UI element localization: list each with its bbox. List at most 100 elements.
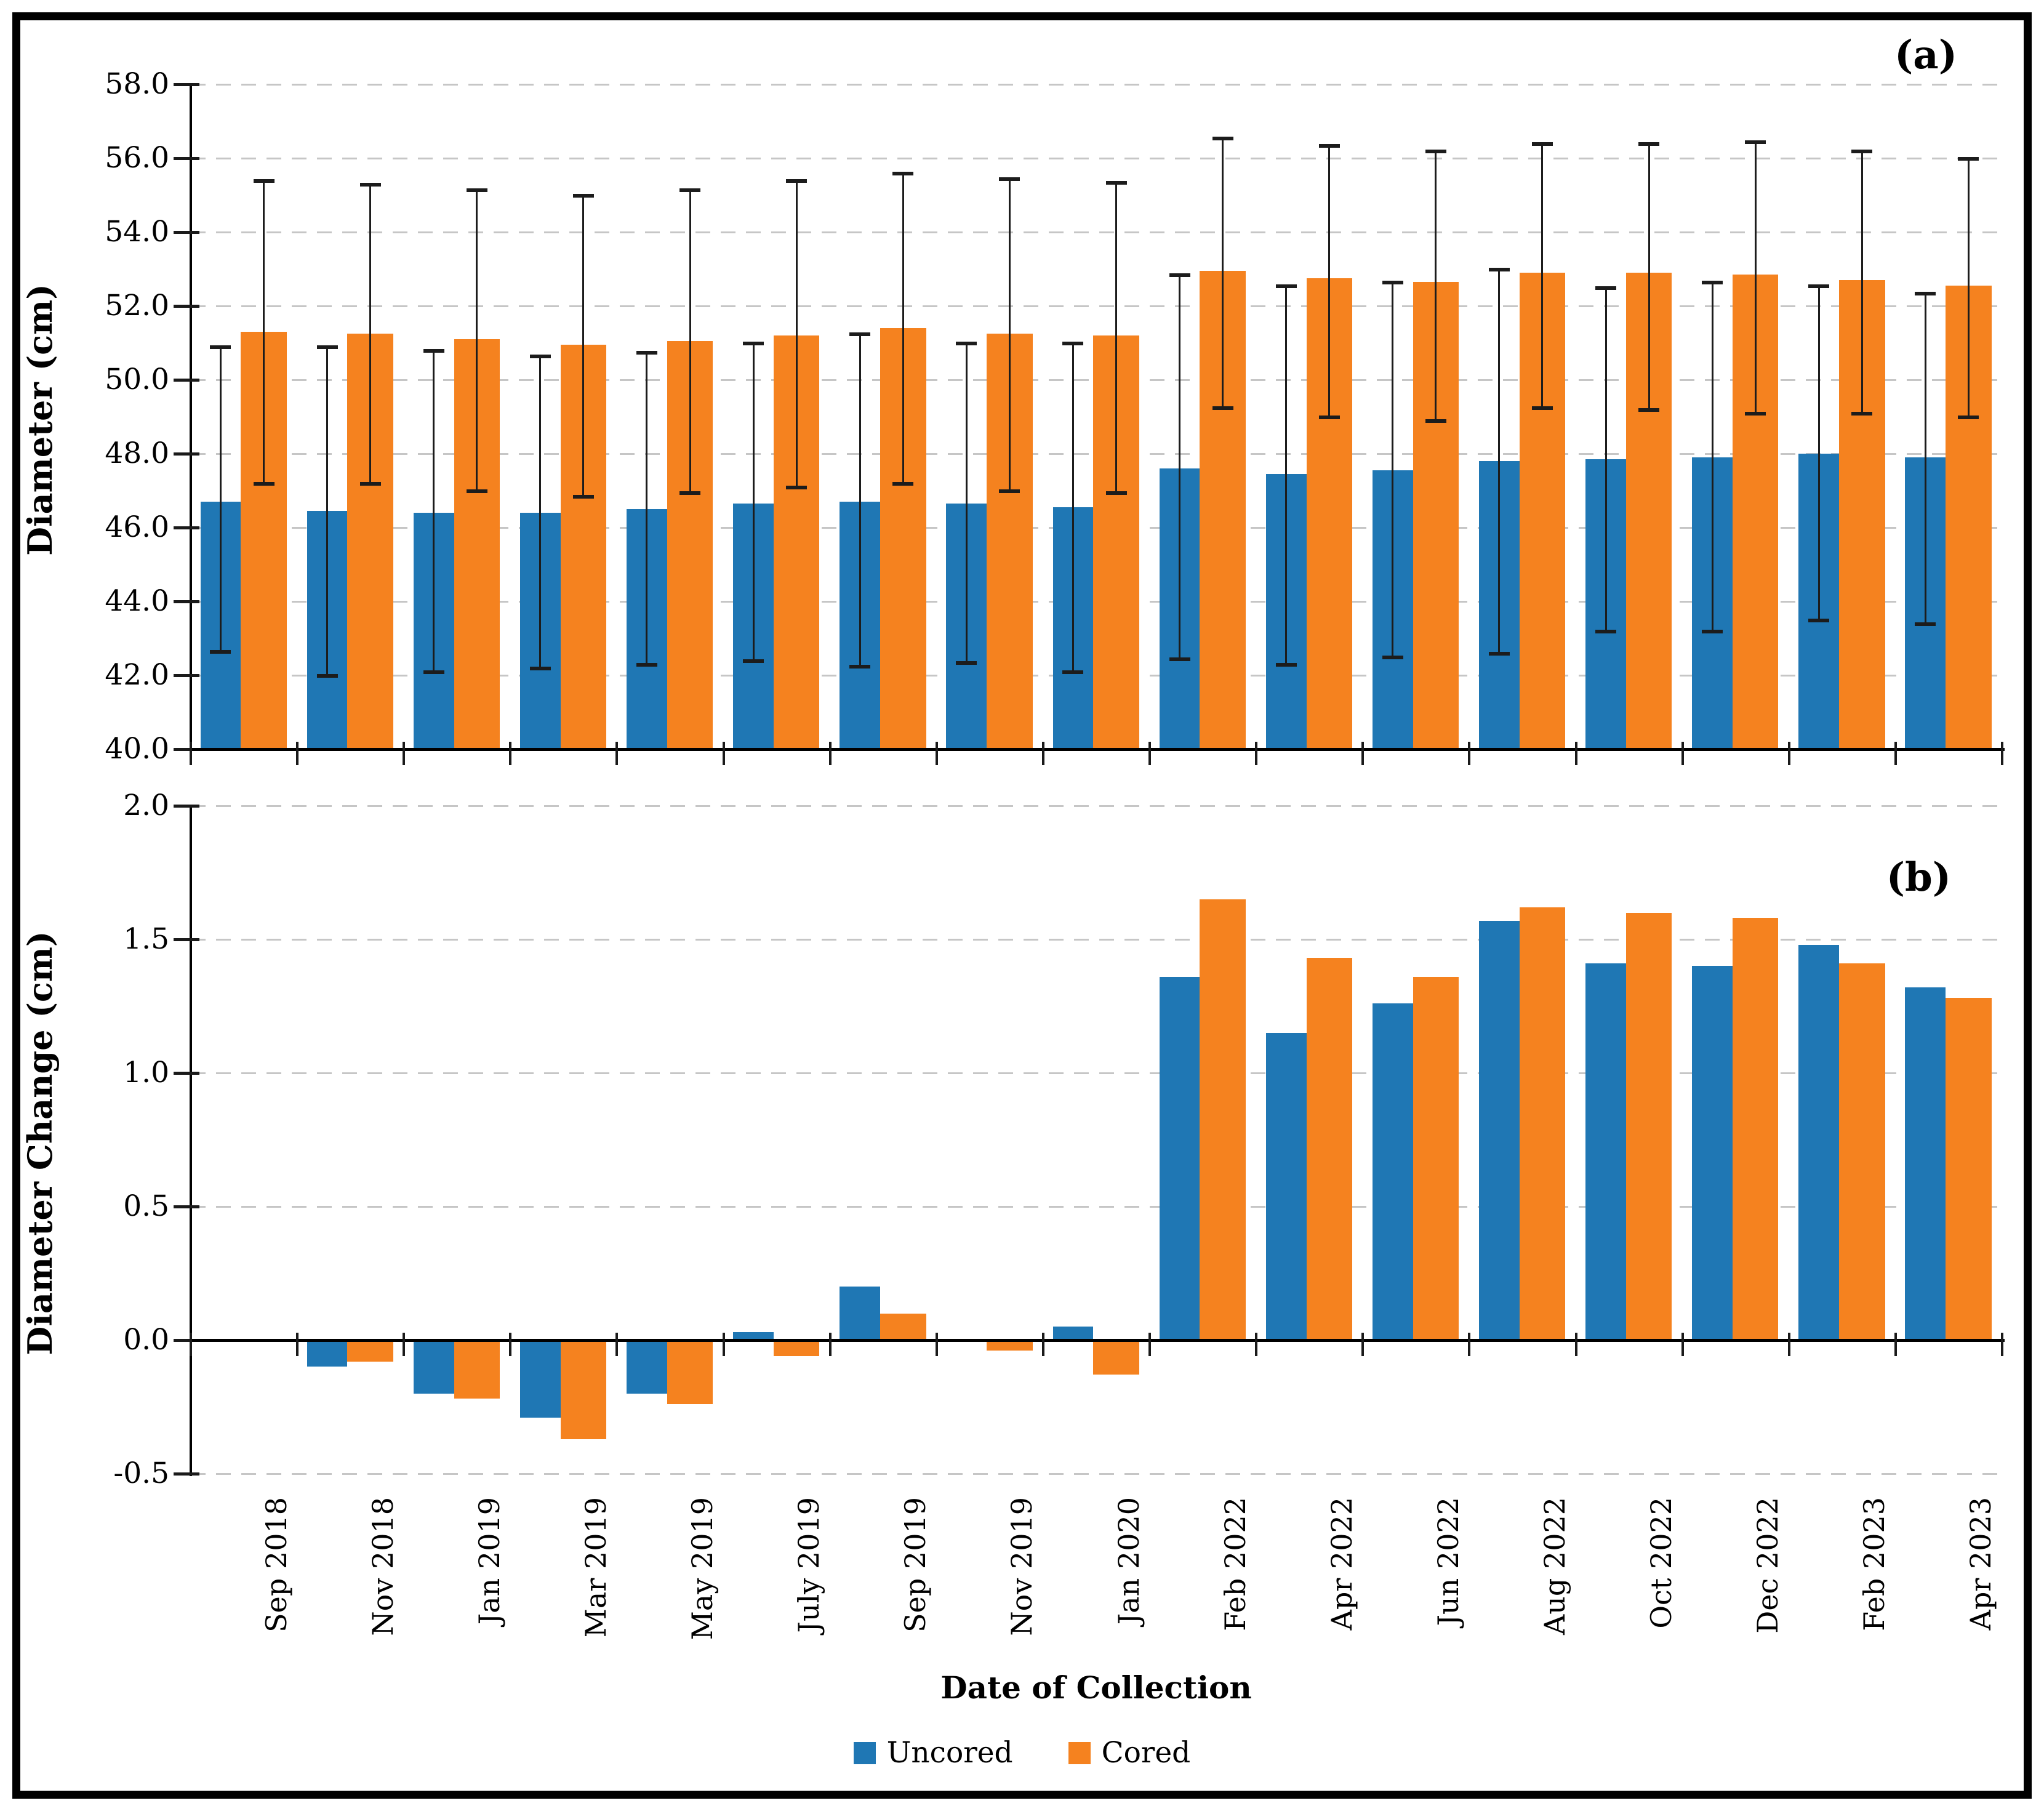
bar-uncored-apr-2022 (1265, 1032, 1307, 1340)
bar-cored-jan-2019 (454, 1340, 500, 1399)
gridline-2 (191, 805, 2002, 807)
bar-uncored-dec-2022 (1692, 966, 1733, 1340)
x-tick-10 (1255, 742, 1258, 765)
x-tick-13 (1574, 742, 1577, 765)
x-tick-label-july-2019: July 2019 (792, 1497, 826, 1633)
bar-uncored-mar-2019 (519, 1340, 561, 1418)
error-bar-uncored-apr-2023 (1924, 293, 1926, 624)
y-tick-label-44: 44.0 (105, 584, 169, 618)
error-bar-uncored-feb-2022 (1179, 275, 1181, 659)
error-bar-cored-sep-2018 (263, 180, 265, 483)
y-tick-50 (174, 379, 199, 382)
y-tick-label-40: 40.0 (105, 732, 169, 766)
error-bar-cored-jun-2022 (1435, 151, 1437, 420)
y-tick-2 (174, 805, 199, 808)
x-tick-3 (509, 742, 512, 765)
y-tick-42 (174, 674, 199, 677)
legend-swatch-cored (1068, 1741, 1091, 1764)
x-tick-17 (2001, 742, 2003, 765)
x-tick-label-jan-2019: Jan 2019 (472, 1497, 506, 1625)
x-tick-label-jun-2022: Jun 2022 (1431, 1497, 1465, 1626)
y-axis-line (190, 806, 192, 1476)
error-bar-cored-mar-2019 (582, 195, 585, 496)
bar-cored-sep-2019 (880, 1313, 926, 1340)
error-bar-cored-july-2019 (795, 180, 798, 487)
x-tick-16 (1894, 1333, 1897, 1356)
x-tick-label-apr-2023: Apr 2023 (1964, 1497, 1998, 1631)
y-tick-44 (174, 600, 199, 603)
error-cap-top-cored-oct-2022 (1638, 142, 1660, 146)
error-bar-uncored-oct-2022 (1605, 287, 1607, 631)
bar-uncored-feb-2022 (1159, 976, 1200, 1340)
y-tick-46 (174, 526, 199, 529)
error-cap-bottom-cored-may-2019 (679, 491, 701, 495)
bar-cored-jan-2020 (1093, 1340, 1139, 1375)
x-tick-8 (1041, 1333, 1044, 1356)
legend-item-uncored: Uncored (853, 1736, 1013, 1770)
x-tick-16 (1894, 742, 1897, 765)
x-tick-8 (1041, 742, 1044, 765)
error-cap-top-uncored-jan-2019 (423, 349, 444, 353)
error-cap-top-cored-nov-2019 (999, 177, 1020, 181)
x-tick-11 (1361, 1333, 1365, 1356)
error-cap-bottom-cored-nov-2018 (359, 482, 381, 486)
bar-cored-oct-2022 (1625, 912, 1672, 1340)
error-bar-uncored-may-2019 (646, 352, 648, 664)
gridline-58 (191, 84, 2002, 86)
error-cap-bottom-uncored-feb-2022 (1169, 657, 1190, 661)
y-tick-label-2: 2.0 (123, 789, 169, 822)
x-tick-0 (190, 1333, 192, 1356)
error-bar-cored-dec-2022 (1754, 142, 1757, 413)
x-tick-4 (615, 1333, 619, 1356)
error-cap-top-cored-feb-2022 (1212, 137, 1233, 140)
bar-cored-feb-2023 (1839, 963, 1885, 1340)
y-tick-label-56: 56.0 (105, 141, 169, 175)
gridline-1.5 (191, 939, 2002, 941)
y-tick-label-1.5: 1.5 (123, 922, 169, 956)
y-tick-label-0.5: 0.5 (123, 1189, 169, 1223)
x-tick-14 (1681, 1333, 1684, 1356)
bar-uncored-july-2019 (733, 1331, 774, 1340)
y-tick-0.5 (174, 1205, 199, 1208)
error-bar-uncored-sep-2018 (219, 347, 222, 651)
x-tick-label-may-2019: May 2019 (686, 1497, 719, 1640)
error-cap-top-uncored-may-2019 (636, 351, 657, 355)
bar-cored-mar-2019 (560, 1340, 607, 1439)
x-tick-3 (509, 1333, 512, 1356)
error-bar-uncored-nov-2018 (326, 347, 329, 675)
x-tick-5 (722, 1333, 725, 1356)
error-cap-bottom-uncored-may-2019 (636, 663, 657, 667)
error-bar-uncored-aug-2022 (1498, 269, 1501, 653)
bar-cored-apr-2023 (1946, 998, 1992, 1340)
error-cap-bottom-cored-apr-2022 (1318, 416, 1340, 419)
error-bar-cored-feb-2022 (1222, 138, 1224, 408)
error-bar-cored-aug-2022 (1541, 143, 1544, 408)
panel-a-y-axis-title: Diameter (cm) (20, 284, 60, 556)
error-cap-bottom-uncored-feb-2023 (1808, 619, 1830, 622)
gridline-54 (191, 231, 2002, 233)
error-cap-bottom-cored-jun-2022 (1425, 419, 1446, 423)
error-cap-top-cored-mar-2019 (572, 194, 594, 198)
error-bar-cored-oct-2022 (1648, 143, 1650, 409)
error-bar-uncored-sep-2019 (859, 334, 861, 666)
error-bar-cored-apr-2023 (1967, 158, 1970, 417)
error-cap-bottom-uncored-aug-2022 (1488, 652, 1510, 656)
error-bar-cored-nov-2018 (369, 184, 372, 483)
bar-uncored-feb-2023 (1798, 944, 1840, 1340)
x-tick-2 (403, 1333, 406, 1356)
x-tick-label-dec-2022: Dec 2022 (1751, 1497, 1785, 1634)
y-tick-label-0: 0.0 (123, 1323, 169, 1357)
y-tick-label-46: 46.0 (105, 510, 169, 544)
error-bar-uncored-dec-2022 (1711, 282, 1713, 631)
bar-cored-may-2019 (667, 1340, 713, 1405)
x-tick-14 (1681, 742, 1684, 765)
x-tick-6 (828, 1333, 832, 1356)
error-cap-bottom-cored-apr-2023 (1958, 416, 1979, 419)
x-tick-2 (403, 742, 406, 765)
error-bar-cored-jan-2020 (1115, 182, 1118, 492)
error-cap-top-cored-sep-2018 (253, 179, 275, 183)
error-cap-bottom-cored-sep-2018 (253, 482, 275, 486)
error-cap-top-cored-aug-2022 (1531, 142, 1553, 146)
error-cap-bottom-uncored-july-2019 (743, 659, 764, 663)
